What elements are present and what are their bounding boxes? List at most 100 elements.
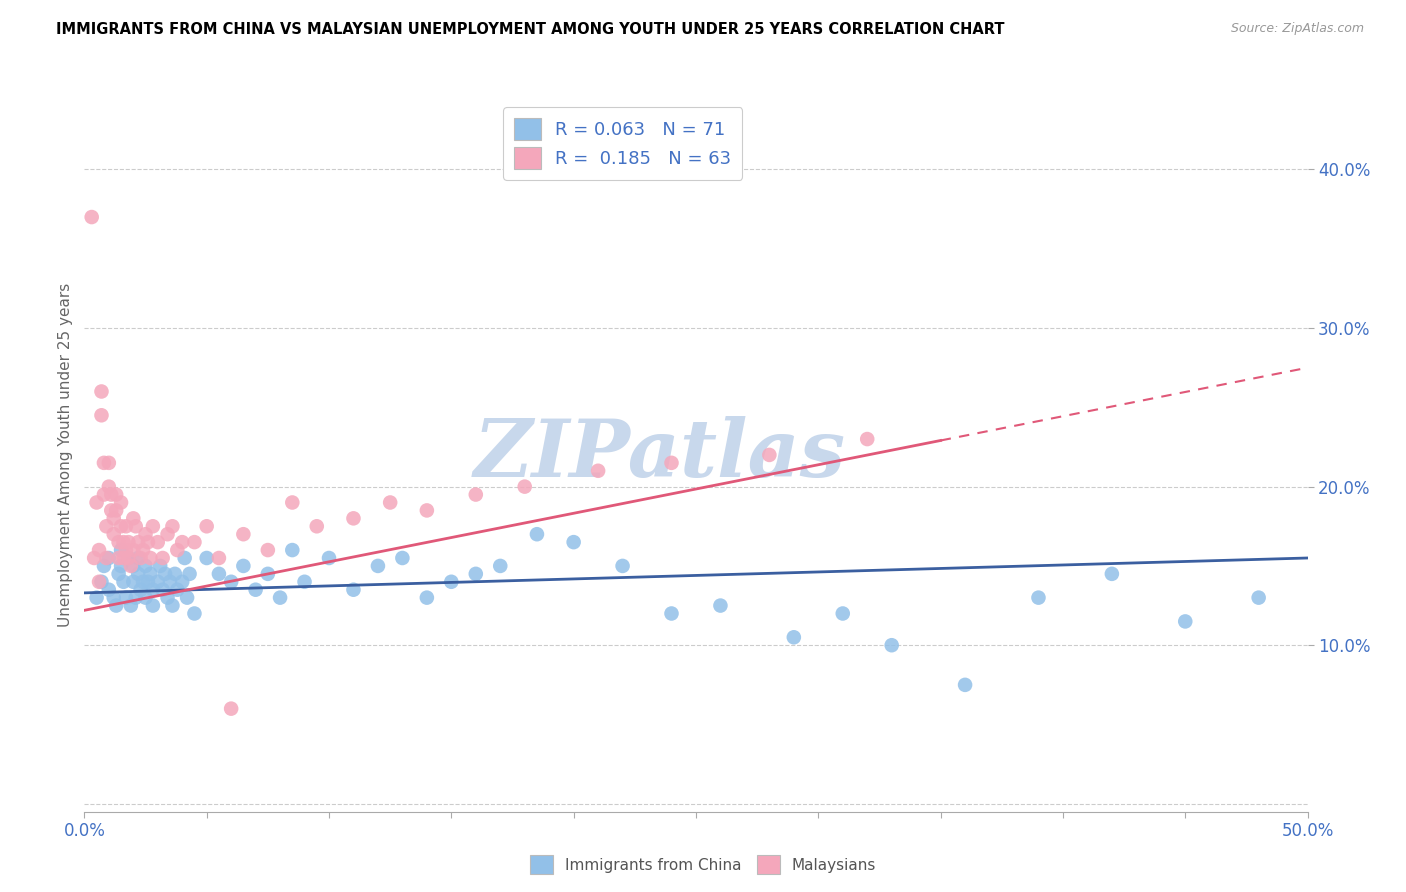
Point — [110, 558, 132, 573]
Point — [115, 543, 138, 558]
Point — [107, 551, 129, 566]
Point — [232, 527, 254, 541]
Point — [783, 630, 806, 644]
Point — [1174, 615, 1197, 629]
Point — [90, 409, 112, 423]
Point — [103, 527, 125, 541]
Point — [513, 480, 536, 494]
Point — [179, 566, 201, 581]
Point — [367, 558, 389, 573]
Point — [153, 566, 176, 581]
Point — [172, 574, 194, 589]
Point — [305, 519, 328, 533]
Point — [152, 551, 174, 566]
Point — [159, 574, 181, 589]
Point — [1247, 591, 1270, 605]
Point — [103, 591, 125, 605]
Point — [281, 543, 304, 558]
Point — [440, 574, 463, 589]
Point — [96, 519, 118, 533]
Point — [136, 535, 159, 549]
Point — [208, 566, 231, 581]
Point — [127, 551, 149, 566]
Point — [489, 558, 512, 573]
Point — [166, 582, 188, 597]
Point — [122, 558, 145, 573]
Point — [97, 582, 120, 597]
Point — [416, 503, 439, 517]
Point — [391, 551, 413, 566]
Point — [142, 519, 165, 533]
Point — [86, 591, 108, 605]
Point — [122, 543, 145, 558]
Point — [1101, 566, 1123, 581]
Point — [758, 448, 780, 462]
Point — [269, 591, 291, 605]
Point — [87, 543, 110, 558]
Point — [135, 591, 157, 605]
Point — [1028, 591, 1050, 605]
Point — [83, 551, 105, 566]
Point — [166, 543, 188, 558]
Point — [464, 487, 486, 501]
Legend: R = 0.063   N = 71, R =  0.185   N = 63: R = 0.063 N = 71, R = 0.185 N = 63 — [503, 107, 742, 180]
Y-axis label: Unemployment Among Youth under 25 years: Unemployment Among Youth under 25 years — [58, 283, 73, 627]
Point — [464, 566, 486, 581]
Point — [146, 574, 169, 589]
Point — [416, 591, 439, 605]
Point — [152, 582, 174, 597]
Point — [105, 503, 128, 517]
Point — [139, 551, 162, 566]
Point — [142, 599, 165, 613]
Point — [125, 519, 148, 533]
Point — [112, 574, 135, 589]
Point — [135, 527, 157, 541]
Point — [93, 456, 115, 470]
Point — [318, 551, 340, 566]
Point — [526, 527, 548, 541]
Point — [100, 503, 122, 517]
Point — [183, 535, 205, 549]
Point — [380, 495, 402, 509]
Point — [107, 566, 129, 581]
Point — [110, 495, 132, 509]
Point — [135, 558, 157, 573]
Point — [245, 582, 267, 597]
Point — [125, 591, 148, 605]
Point — [112, 535, 135, 549]
Point — [129, 582, 152, 597]
Point — [132, 543, 155, 558]
Point — [93, 558, 115, 573]
Point — [117, 551, 139, 566]
Point — [136, 574, 159, 589]
Point — [257, 566, 280, 581]
Point — [122, 511, 145, 525]
Point — [97, 456, 120, 470]
Point — [586, 464, 609, 478]
Legend: Immigrants from China, Malaysians: Immigrants from China, Malaysians — [523, 849, 883, 880]
Point — [120, 599, 142, 613]
Point — [105, 599, 128, 613]
Point — [176, 591, 198, 605]
Text: IMMIGRANTS FROM CHINA VS MALAYSIAN UNEMPLOYMENT AMONG YOUTH UNDER 25 YEARS CORRE: IMMIGRANTS FROM CHINA VS MALAYSIAN UNEMP… — [56, 22, 1005, 37]
Point — [281, 495, 304, 509]
Point — [107, 535, 129, 549]
Point — [105, 487, 128, 501]
Point — [342, 511, 364, 525]
Point — [661, 456, 683, 470]
Point — [208, 551, 231, 566]
Point — [880, 638, 903, 652]
Point — [162, 519, 184, 533]
Point — [132, 574, 155, 589]
Point — [156, 527, 179, 541]
Point — [96, 551, 118, 566]
Point — [219, 574, 242, 589]
Point — [103, 511, 125, 525]
Point — [562, 535, 585, 549]
Point — [162, 599, 184, 613]
Point — [97, 551, 120, 566]
Point — [173, 551, 195, 566]
Point — [163, 566, 186, 581]
Point — [100, 487, 122, 501]
Point — [294, 574, 316, 589]
